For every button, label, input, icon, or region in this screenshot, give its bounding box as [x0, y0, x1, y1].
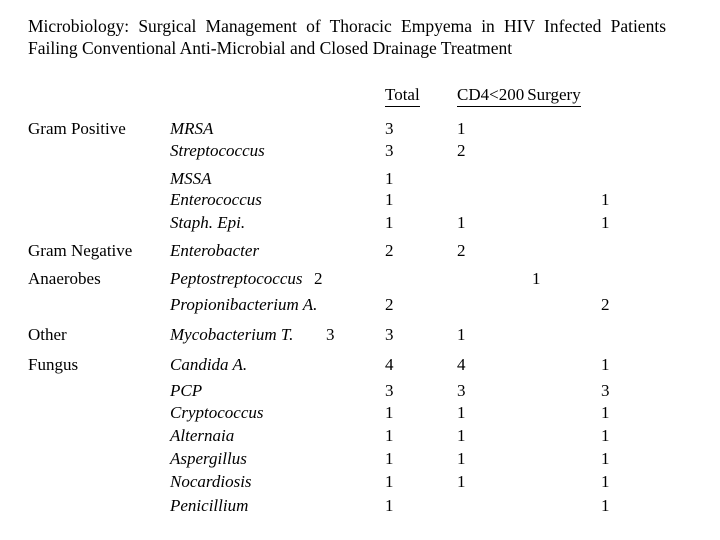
surgery-value: 1 [601, 355, 610, 374]
organism-name: Mycobacterium T. [170, 325, 294, 344]
organism-name: Staph. Epi. [170, 213, 246, 232]
surgery-value: 3 [601, 381, 610, 400]
organism-name: Propionibacterium A. [170, 295, 318, 314]
cd4-value: 1 [457, 403, 466, 422]
organism-name: Penicillium [170, 496, 249, 515]
total-value: 3 [385, 325, 394, 344]
cd4-value: 1 [457, 325, 466, 344]
surgery-value: 1 [601, 213, 610, 232]
total-value: 4 [385, 355, 394, 374]
organism-name: Enterococcus [170, 190, 262, 209]
category-label: Gram Positive [28, 119, 126, 138]
organism-name: Aspergillus [170, 449, 247, 468]
organism-name: MRSA [170, 119, 214, 138]
total-value: 2 [385, 241, 394, 260]
total-value: 3 [385, 141, 394, 160]
organism-name: Streptococcus [170, 141, 265, 160]
organism-name: Cryptococcus [170, 403, 264, 422]
total-value: 1 [385, 190, 394, 209]
surgery-value: 1 [601, 190, 610, 209]
cd4-value: 1 [457, 449, 466, 468]
column-header-total: Total [385, 86, 420, 107]
organism-name: Nocardiosis [170, 472, 252, 491]
cd4-value: 1 [457, 426, 466, 445]
total-value: 3 [385, 119, 394, 138]
organism-name: Enterobacter [170, 241, 260, 260]
organism-name: Peptostreptococcus [170, 269, 303, 288]
total-value: 1 [385, 213, 394, 232]
total-value: 1 [385, 449, 394, 468]
column-header-cd4-surgery: CD4<200 Surgery [457, 86, 581, 107]
total-value: 1 [385, 426, 394, 445]
surgery-value: 1 [601, 403, 610, 422]
total-value: 3 [385, 381, 394, 400]
surgery-value: 1 [601, 496, 610, 515]
organism-name: Candida A. [170, 355, 248, 374]
total-value: 1 [385, 496, 394, 515]
title-line-2: Failing Conventional Anti-Microbial and … [28, 38, 513, 58]
organism-name: Alternaia [170, 426, 235, 445]
title-line-1: Microbiology: Surgical Management of Tho… [28, 16, 666, 36]
cd4-value: 2 [457, 241, 466, 260]
total-value: 1 [385, 403, 394, 422]
column-header-cd4: CD4<200 [457, 85, 525, 104]
slide-title: Microbiology: Surgical Management of Tho… [28, 15, 666, 59]
cd4-value: 2 [457, 141, 466, 160]
category-label: Other [28, 325, 67, 344]
cd4-value: 3 [457, 381, 466, 400]
cd4-value: 1 [457, 119, 466, 138]
surgery-value: 1 [601, 426, 610, 445]
column-header-surgery: Surgery [527, 85, 581, 104]
surgery-value: 2 [601, 295, 610, 314]
category-label: Gram Negative [28, 241, 133, 260]
total-value: 1 [385, 169, 394, 188]
total-value: 2 [385, 295, 394, 314]
cd4-value: 1 [457, 213, 466, 232]
cd4-value: 4 [457, 355, 466, 374]
total-value: 1 [385, 472, 394, 491]
category-label: Anaerobes [28, 269, 101, 288]
cd4-value: 1 [457, 472, 466, 491]
surgery-value: 1 [601, 472, 610, 491]
organism-name: PCP [170, 381, 203, 400]
organism-count-suffix: 2 [314, 269, 323, 288]
organism-count-suffix: 3 [326, 325, 335, 344]
mid-value: 1 [532, 269, 541, 288]
category-label: Fungus [28, 355, 79, 374]
organism-name: MSSA [170, 169, 212, 188]
surgery-value: 1 [601, 449, 610, 468]
